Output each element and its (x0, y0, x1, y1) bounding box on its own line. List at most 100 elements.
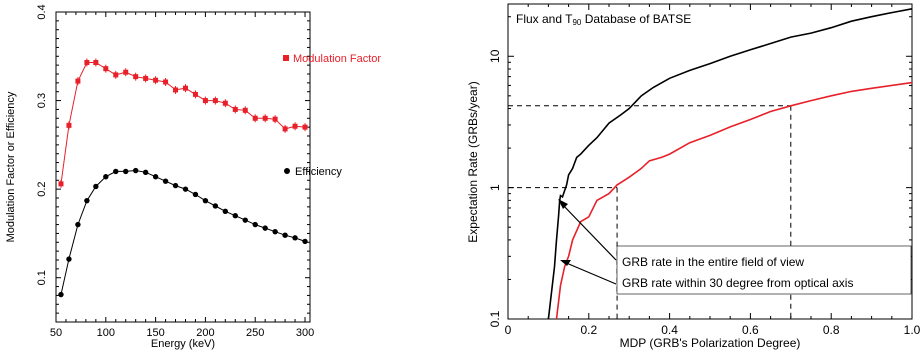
left-x-tick-label: 200 (196, 327, 214, 339)
left-data-point-circle (132, 167, 139, 174)
left-y-tick-label: 0.1 (36, 270, 48, 285)
right-y-tick-label: 0.1 (488, 310, 502, 327)
left-data-point-circle (75, 221, 81, 228)
right-y-axis-label: Expectation Rate (GRBs/year) (466, 81, 480, 242)
left-y-tick-label: 0.3 (36, 93, 48, 108)
left-data-point-circle (162, 178, 169, 184)
left-series-line-0 (60, 62, 306, 184)
left-data-point-square (153, 77, 159, 83)
left-data-point-circle (123, 168, 129, 175)
right-y-tick-label: 10 (488, 49, 502, 63)
left-chart: 50 100 150 200 250 300 0.1 0.2 0.3 0.4 Energy (ke… (5, 4, 381, 350)
left-data-point-circle (182, 186, 189, 192)
left-data-point-circle (252, 221, 258, 228)
left-plot-frame (55, 11, 311, 323)
left-data-point-square (222, 100, 228, 106)
left-data-point-circle (202, 197, 209, 204)
left-data-point-square (232, 106, 238, 112)
left-data-point-square (242, 107, 248, 113)
right-x-tick-label: 0.6 (742, 323, 759, 337)
left-data-point-square (143, 75, 149, 81)
left-data-point-circle (113, 168, 119, 175)
left-data-point-square (302, 124, 308, 130)
arrow-line-entire-fov (560, 202, 617, 261)
left-data-point-square (282, 126, 288, 132)
left-data-point-circle (212, 203, 219, 209)
left-data-point-square (93, 59, 99, 65)
left-data-point-square (292, 123, 298, 129)
right-x-axis-label: MDP (GRB's Polarization Degree) (620, 336, 801, 350)
right-chart-title: Flux and T90 Database of BATSE (516, 12, 691, 27)
right-x-tick-label: 1.0 (904, 323, 921, 337)
left-data-point-square (84, 59, 90, 65)
left-data-point-circle (93, 183, 99, 190)
legend-modulation-label: Modulation Factor (293, 53, 381, 65)
left-data-point-square (212, 98, 218, 104)
left-data-point-square (103, 66, 109, 72)
right-x-tick-label: 0.8 (823, 323, 840, 337)
left-x-tick-label: 50 (50, 327, 62, 339)
right-series-group (547, 8, 913, 320)
left-data-point-square (163, 79, 169, 85)
arrow-head-entire-fov (558, 199, 568, 209)
left-data-point-circle (66, 256, 72, 262)
left-data-point-circle (222, 208, 229, 214)
left-data-point-circle (232, 213, 238, 219)
annotation-box-frame (616, 245, 912, 295)
right-x-tick-label: 0 (505, 323, 512, 337)
left-data-point-square (173, 87, 179, 93)
left-data-point-square (202, 98, 208, 104)
left-data-point-square (75, 78, 81, 84)
annotation-30-degree: GRB rate within 30 degree from optical a… (622, 276, 853, 290)
left-x-axis-label: Energy (keV) (151, 338, 215, 350)
right-series-line-1 (555, 81, 913, 320)
left-data-point-circle (242, 217, 248, 223)
left-data-point-square (113, 72, 119, 78)
left-x-tick-label: 300 (296, 327, 314, 339)
arrow-line-30-degree (563, 261, 617, 285)
left-ticks: 50 100 150 200 250 300 0.1 0.2 0.3 0.4 (36, 4, 314, 339)
left-data-point-square (182, 85, 188, 91)
legend-efficiency: Efficiency (284, 166, 342, 178)
annotation-arrows (558, 199, 617, 285)
left-data-point-circle (84, 197, 90, 204)
left-y-tick-label: 0.2 (36, 181, 48, 196)
left-data-point-circle (152, 174, 159, 180)
right-x-tick-label: 0.2 (580, 323, 597, 337)
left-data-point-circle (192, 191, 199, 198)
left-data-point-circle (58, 291, 64, 298)
left-data-point-square (252, 115, 258, 121)
left-data-point-circle (172, 182, 179, 189)
legend-efficiency-label: Efficiency (295, 166, 342, 178)
left-data-point-circle (292, 235, 298, 241)
left-data-point-circle (142, 169, 149, 176)
legend-modulation-factor: Modulation Factor (283, 53, 381, 65)
left-data-point-square (262, 115, 268, 121)
left-data-point-circle (302, 238, 308, 245)
arrow-head-30-degree (560, 260, 571, 266)
annotation-entire-fov: GRB rate in the entire field of view (622, 255, 804, 269)
left-x-tick-label: 100 (97, 327, 115, 339)
left-x-tick-label: 250 (246, 327, 264, 339)
left-data-point-square (123, 69, 129, 75)
left-data-point-circle (282, 232, 288, 238)
left-data-point-square (133, 74, 139, 80)
right-ticks: 0 0.2 0.4 0.6 0.8 1.0 0.1 1 10 (488, 4, 921, 337)
right-chart: 0 0.2 0.4 0.6 0.8 1.0 0.1 1 10 Flux and T90 Data… (466, 3, 921, 350)
left-data-point-square (272, 116, 278, 122)
left-data-point-square (58, 181, 64, 187)
right-x-tick-label: 0.4 (661, 323, 678, 337)
left-series-group (58, 58, 308, 298)
legend-square-marker (283, 55, 289, 61)
left-data-point-square (192, 91, 198, 97)
left-data-point-square (66, 122, 72, 128)
annotation-box: GRB rate in the entire field of view GRB… (616, 245, 912, 295)
right-y-tick-label: 1 (488, 184, 502, 191)
left-x-tick-label: 150 (146, 327, 164, 339)
left-data-point-circle (272, 228, 278, 235)
left-data-point-circle (262, 225, 268, 231)
left-data-point-circle (103, 174, 109, 180)
left-y-tick-label: 0.4 (36, 4, 48, 19)
legend-circle-marker (284, 168, 290, 174)
